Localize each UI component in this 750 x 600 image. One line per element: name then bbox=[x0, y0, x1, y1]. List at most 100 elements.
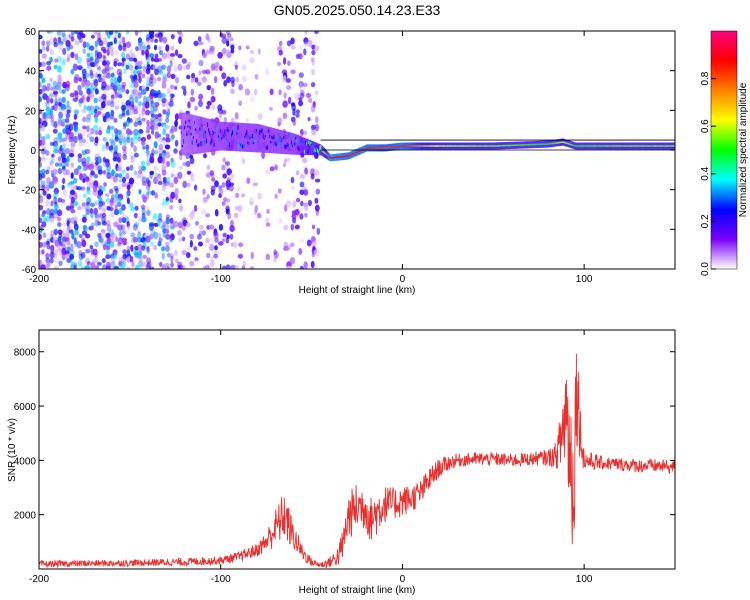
spectrogram-noise-cell bbox=[241, 64, 247, 71]
spectrogram-ridge-core bbox=[426, 145, 428, 147]
spectrogram-ridge-core bbox=[502, 144, 504, 147]
spectrogram-noise-cell bbox=[134, 96, 139, 104]
spectrogram-ridge-halo bbox=[215, 120, 217, 152]
spectrogram-noise-cell bbox=[86, 188, 91, 195]
spectrogram-ridge-core bbox=[515, 144, 517, 146]
spectrogram-noise-cell bbox=[135, 171, 139, 179]
spectrogram-noise-cell bbox=[54, 162, 59, 167]
spectrogram-noise-cell bbox=[129, 154, 134, 160]
spectrogram-noise-cell bbox=[145, 52, 149, 60]
spectrogram-y-tick-label: -20 bbox=[22, 186, 37, 197]
spectrogram-noise-cell bbox=[85, 226, 89, 231]
spectrogram-ridge-core bbox=[241, 144, 244, 149]
spectrogram-noise-cell bbox=[193, 204, 198, 212]
spectrogram-noise-cell bbox=[53, 149, 59, 154]
spectrogram-noise-cell bbox=[274, 193, 278, 200]
spectrogram-noise-cell bbox=[54, 258, 60, 263]
spectrogram-ridge-core bbox=[631, 145, 633, 147]
spectrogram-noise-cell bbox=[46, 31, 51, 34]
spectrogram-noise-cell bbox=[56, 209, 63, 217]
spectrogram-noise-cell bbox=[158, 36, 163, 43]
spectrogram-noise-cell bbox=[129, 164, 134, 171]
spectrogram-noise-cell bbox=[49, 212, 55, 220]
spectrogram-noise-cell bbox=[164, 124, 170, 130]
spectrogram-noise-cell bbox=[133, 145, 138, 153]
spectrogram-ridge-core bbox=[278, 139, 281, 143]
spectrogram-noise-cell bbox=[57, 162, 63, 167]
spectrogram-noise-cell bbox=[170, 173, 175, 178]
spectrogram-noise-cell bbox=[94, 200, 98, 206]
spectrogram-noise-cell bbox=[302, 157, 308, 164]
spectrogram-noise-cell bbox=[198, 93, 204, 101]
spectrogram-noise-cell bbox=[122, 253, 128, 260]
spectrogram-noise-cell bbox=[165, 137, 171, 143]
spectrogram-noise-cell bbox=[129, 118, 133, 123]
spectrogram-ridge-core bbox=[383, 147, 385, 149]
spectrogram-noise-cell bbox=[226, 76, 231, 84]
spectrogram-noise-cell bbox=[51, 173, 55, 178]
spectrogram-ridge-core bbox=[274, 141, 276, 145]
spectrogram-noise-cell bbox=[225, 161, 230, 167]
spectrogram-noise-cell bbox=[50, 118, 55, 123]
spectrogram-noise-cell bbox=[56, 81, 62, 88]
spectrogram-noise-cell bbox=[209, 224, 215, 230]
spectrogram-ridge-core bbox=[358, 150, 360, 153]
spectrogram-noise-cell bbox=[314, 123, 320, 132]
spectrogram-noise-cell bbox=[238, 100, 242, 107]
spectrogram-ridge-core bbox=[527, 144, 529, 146]
spectrogram-noise-cell bbox=[75, 128, 79, 135]
spectrogram-noise-cell bbox=[105, 197, 111, 203]
spectrogram-ridge-halo bbox=[272, 127, 274, 154]
spectrogram-noise-cell bbox=[101, 258, 106, 264]
spectrogram-noise-cell bbox=[207, 36, 211, 43]
spectrogram-noise-cell bbox=[169, 217, 174, 224]
spectrogram-ridge-core bbox=[362, 148, 365, 151]
spectrogram-noise-cell bbox=[39, 73, 43, 79]
spectrogram-ridge-core bbox=[450, 145, 452, 147]
spectrogram-ridge-core bbox=[559, 141, 561, 144]
spectrogram-noise-cell bbox=[110, 125, 115, 131]
spectrogram-noise-cell bbox=[205, 105, 210, 110]
spectrogram-noise-cell bbox=[114, 92, 120, 98]
spectrogram-noise-cell bbox=[229, 233, 234, 240]
spectrogram-noise-cell bbox=[213, 231, 219, 240]
spectrogram-noise-cell bbox=[299, 181, 305, 188]
spectrogram-noise-cell bbox=[303, 48, 307, 56]
spectrogram-ridge-core bbox=[583, 145, 585, 147]
spectrogram-noise-cell bbox=[283, 241, 288, 248]
spectrogram-noise-cell bbox=[137, 105, 142, 110]
spectrogram-noise-cell bbox=[57, 156, 62, 162]
spectrogram-noise-cell bbox=[78, 168, 84, 175]
spectrogram-ridge-core bbox=[309, 141, 311, 147]
spectrogram-noise-cell bbox=[294, 208, 300, 216]
spectrogram-noise-cell bbox=[153, 105, 158, 112]
spectrogram-ridge-core bbox=[391, 146, 393, 149]
spectrogram-noise-cell bbox=[41, 124, 46, 132]
spectrogram-noise-cell bbox=[88, 163, 94, 171]
spectrogram-noise-cell bbox=[141, 89, 147, 95]
spectrogram-noise-cell bbox=[122, 230, 127, 236]
spectrogram-noise-cell bbox=[174, 193, 179, 200]
spectrogram-noise-cell bbox=[233, 241, 238, 249]
spectrogram-noise-cell bbox=[126, 197, 130, 205]
spectrogram-noise-cell bbox=[46, 244, 51, 250]
spectrogram-noise-cell bbox=[178, 221, 183, 229]
spectrogram-noise-cell bbox=[162, 76, 168, 83]
spectrogram-ridge-core bbox=[247, 141, 249, 144]
spectrogram-noise-cell bbox=[53, 145, 59, 151]
spectrogram-ridge-halo bbox=[273, 128, 275, 154]
spectrogram-ridge-core bbox=[442, 145, 444, 147]
spectrogram-noise-cell bbox=[298, 97, 303, 102]
spectrogram-ridge-halo bbox=[235, 122, 237, 152]
spectrogram-noise-cell bbox=[249, 196, 255, 204]
spectrogram-noise-cell bbox=[39, 241, 43, 248]
spectrogram-noise-cell bbox=[273, 251, 279, 259]
spectrogram-ridge-core bbox=[597, 145, 599, 147]
spectrogram-ridge-core bbox=[568, 143, 571, 145]
spectrogram-ridge-core bbox=[539, 143, 541, 146]
spectrogram-noise-cell bbox=[145, 37, 150, 42]
spectrogram-noise-cell bbox=[130, 141, 134, 148]
spectrogram-noise-cell bbox=[149, 172, 153, 179]
spectrogram-noise-cell bbox=[161, 97, 167, 104]
spectrogram-noise-cell bbox=[46, 61, 52, 66]
